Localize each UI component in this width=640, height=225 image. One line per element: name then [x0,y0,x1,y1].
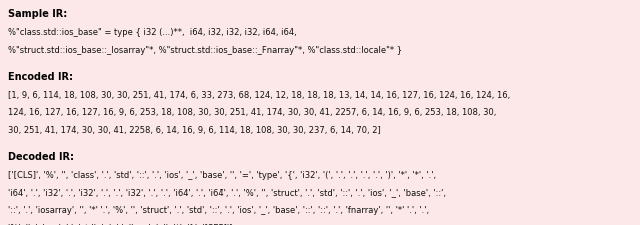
Text: ['[CLS]', '%', '', 'class', '.', 'std', '::', '.', 'ios', '_', 'base', '', '=', : ['[CLS]', '%', '', 'class', '.', 'std', … [8,170,436,179]
Text: Sample IR:: Sample IR: [8,9,67,19]
Text: 124, 16, 127, 16, 127, 16, 9, 6, 253, 18, 108, 30, 30, 251, 41, 174, 30, 30, 41,: 124, 16, 127, 16, 127, 16, 9, 6, 253, 18… [8,108,496,117]
Text: '::', '.', 'iosarray', '', '*' '.', '%', '', 'struct', '.', 'std', '::', '.', 'i: '::', '.', 'iosarray', '', '*' '.', '%',… [8,205,429,214]
Text: [1, 9, 6, 114, 18, 108, 30, 30, 251, 41, 174, 6, 33, 273, 68, 124, 12, 18, 18, 1: [1, 9, 6, 114, 18, 108, 30, 30, 251, 41,… [8,90,510,99]
Text: %"class.std::ios_base" = type { i32 (...)**,  i64, i32, i32, i32, i64, i64,: %"class.std::ios_base" = type { i32 (...… [8,28,296,37]
Text: 'i64', '.', 'i32', '.', 'i32', '.', '.', 'i32', '.', '.', 'i64', '.', 'i64̄', '.: 'i64', '.', 'i32', '.', 'i32', '.', '.',… [8,187,445,196]
Text: Decoded IR:: Decoded IR: [8,151,74,161]
Text: 30, 251, 41, 174, 30, 30, 41, 2258, 6, 14, 16, 9, 6, 114, 18, 108, 30, 30, 237, : 30, 251, 41, 174, 30, 30, 41, 2258, 6, 1… [8,125,380,134]
Text: Encoded IR:: Encoded IR: [8,71,73,81]
Text: %"struct.std::ios_base::_Iosarray"*, %"struct.std::ios_base::_Fnarray"*, %"class: %"struct.std::ios_base::_Iosarray"*, %"s… [8,45,402,54]
Text: '%', '', 'class', '.', 'std', '::', '.', 'locale', '', '*', '}', '[SEP]']: '%', '', 'class', '.', 'std', '::', '.',… [8,222,232,225]
